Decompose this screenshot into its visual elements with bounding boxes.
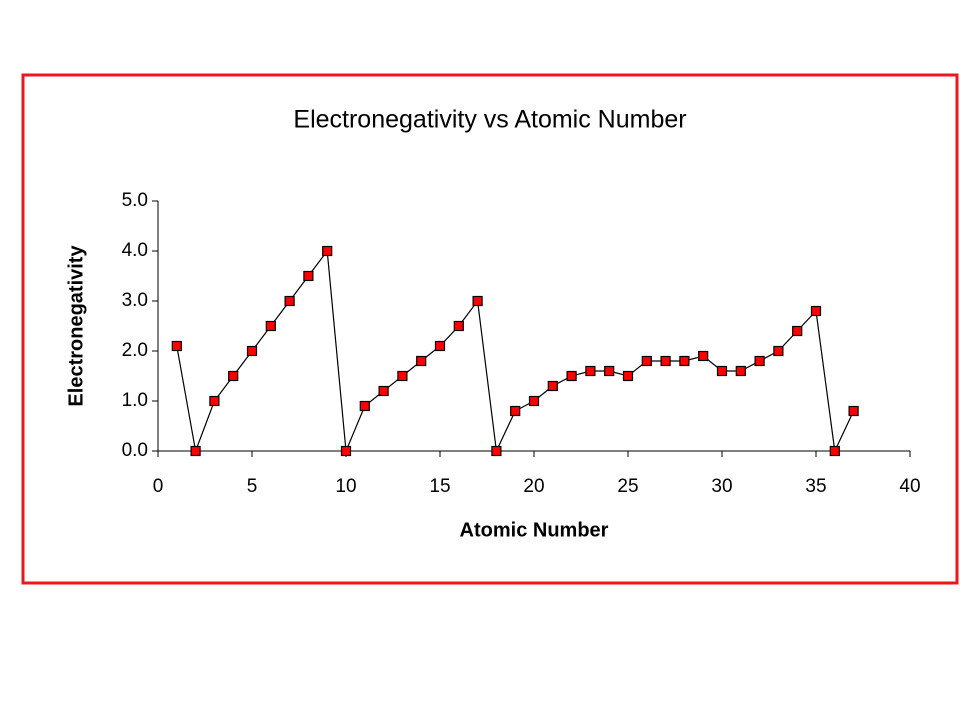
point-marker: [698, 350, 709, 362]
x-tick-label: 25: [617, 476, 638, 497]
y-tick-label: 4.0: [122, 240, 148, 261]
y-tick-label: 0.0: [122, 440, 148, 461]
point-marker: [641, 355, 652, 367]
point-marker: [604, 365, 615, 377]
point-marker: [491, 445, 502, 457]
point-marker: [472, 295, 483, 307]
y-tick-label: 2.0: [122, 340, 148, 361]
x-tick-label: 10: [335, 476, 356, 497]
x-tick-label: 35: [805, 476, 826, 497]
x-tick-label: 0: [153, 476, 164, 497]
point-marker: [171, 340, 182, 352]
point-marker: [585, 365, 596, 377]
point-marker: [246, 345, 258, 357]
point-marker: [679, 355, 690, 367]
point-marker: [265, 320, 276, 332]
point-marker: [566, 370, 577, 382]
y-axis-title: Electronegativity: [65, 245, 87, 407]
point-marker: [547, 380, 558, 392]
point-marker: [209, 395, 220, 407]
y-tick-label: 1.0: [122, 390, 148, 411]
point-marker: [397, 370, 408, 382]
point-marker: [434, 340, 446, 352]
point-marker: [378, 385, 389, 397]
x-tick-label: 20: [523, 476, 544, 497]
point-marker: [228, 370, 239, 382]
point-marker: [322, 245, 333, 257]
y-tick-label: 3.0: [122, 290, 148, 311]
point-marker: [735, 365, 746, 377]
point-marker: [792, 325, 803, 337]
point-marker: [340, 445, 352, 457]
x-tick-label: 30: [711, 476, 732, 497]
point-marker: [528, 395, 540, 407]
point-marker: [622, 370, 634, 382]
y-tick-label: 5.0: [122, 190, 148, 211]
point-marker: [660, 355, 671, 367]
point-marker: [754, 355, 765, 367]
frame: [21, 73, 959, 585]
x-tick-label: 15: [429, 476, 450, 497]
point-marker: [829, 445, 840, 457]
x-tick-label: 40: [899, 476, 920, 497]
x-tick-label: 5: [247, 476, 258, 497]
point-marker: [848, 405, 859, 417]
point-marker: [773, 345, 784, 357]
point-marker: [716, 365, 728, 377]
point-marker: [359, 400, 370, 412]
point-marker: [284, 295, 295, 307]
point-marker: [190, 445, 201, 457]
series-line: [176, 249, 855, 454]
point-marker: [416, 355, 427, 367]
chart-title: Electronegativity vs Atomic Number: [293, 106, 686, 134]
point-marker: [453, 320, 464, 332]
point-marker: [810, 305, 822, 317]
point-marker: [510, 405, 521, 417]
point-marker: [303, 270, 314, 282]
x-axis-title: Atomic Number: [460, 519, 609, 541]
